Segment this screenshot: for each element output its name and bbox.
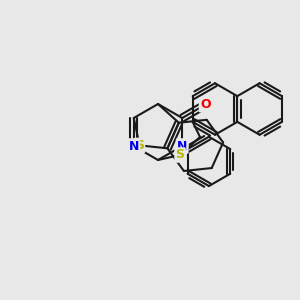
Text: N: N xyxy=(177,140,188,152)
Text: S: S xyxy=(176,148,184,161)
Text: O: O xyxy=(200,98,211,111)
Text: S: S xyxy=(135,139,144,152)
Text: N: N xyxy=(129,140,139,152)
